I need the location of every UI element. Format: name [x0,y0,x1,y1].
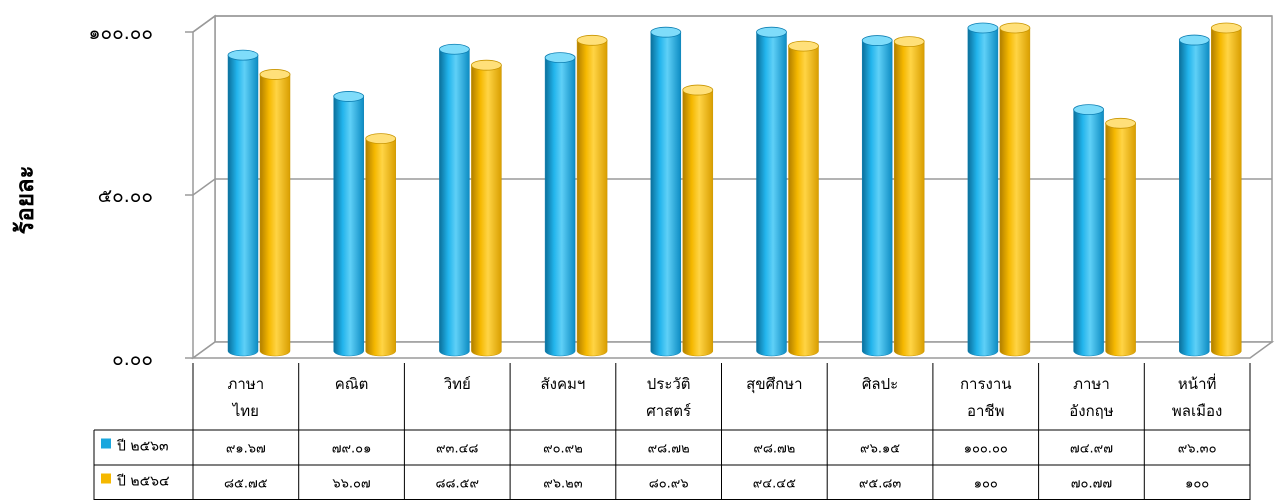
bar-series2-4 [576,34,608,357]
bar-series1-1 [227,49,259,357]
bar-series2-8 [999,22,1031,357]
bar-series2-9 [1105,117,1136,357]
bar-series1-6 [756,26,787,357]
bar-series1-9 [1073,104,1104,357]
legend-swatch-series1 [101,438,111,449]
data-label: ๙๖.๒๓ [543,477,582,492]
data-label: ๙๑.๖๗ [226,442,266,457]
data-label: ๙๕.๘๓ [859,477,902,492]
data-label: ๑๐๐ [1185,477,1209,492]
data-label: ๖๖.๐๗ [332,477,370,492]
bar-series1-3 [438,43,470,357]
x-tick-label: ภาษา [228,375,265,393]
y-tick-label: ๐.๐๐ [112,348,153,370]
legend-label-series2: ปี ๒๕๖๔ [117,474,170,490]
data-label: ๙๔.๔๕ [753,477,796,492]
x-tick-label: คณิต [335,375,369,393]
x-tick-label: สุขศึกษา [746,375,802,394]
x-tick-label: หน้าที่ [1178,373,1216,393]
data-label: ๘๘.๕๙ [435,477,479,492]
bar-series2-6 [788,40,819,357]
data-label: ๗๔.๙๗ [1070,442,1113,457]
x-tick-label: อังกฤษ [1069,402,1113,420]
x-tick-label: สังคมฯ [541,375,586,393]
bar-series1-2 [333,91,365,357]
data-label: ๙๐.๙๒ [543,442,583,457]
data-label: ๘๐.๙๖ [649,477,689,492]
x-tick-label: ศาสตร์ [646,402,691,420]
x-tick-label: อาชีพ [967,402,1005,420]
bar-series1-5 [650,26,682,357]
bar-series1-7 [861,35,893,357]
y-tick-label: ๕๐.๐๐ [98,185,153,207]
data-label: ๗๐.๗๗ [1071,477,1112,492]
y-tick-label: ๑๐๐.๐๐ [89,22,154,44]
x-tick-label: ศิลปะ [862,375,898,393]
data-label: ๙๖.๑๕ [860,442,900,457]
bar-series1-10 [1178,34,1210,357]
data-label: ๙๖.๓๐ [1178,442,1217,457]
x-tick-label: พลเมือง [1172,402,1222,420]
bar-series1-4 [544,52,576,357]
bar-series1-8 [967,22,999,357]
x-tick-label: การงาน [960,375,1012,393]
y-axis-label: ร้อยละ [11,166,39,235]
bar-series2-1 [259,69,291,357]
x-tick-label: ไทย [232,402,259,420]
bar-series2-7 [893,36,925,357]
x-tick-label: วิทย์ [443,375,471,393]
x-tick-label: ภาษา [1073,375,1110,393]
bar-series2-2 [365,133,397,357]
data-label: ๑๐๐ [974,477,998,492]
bar-series2-10 [1210,22,1242,357]
legend-swatch-series2 [101,473,111,484]
data-label: ๘๕.๗๕ [224,477,268,492]
bar-series2-5 [682,84,714,357]
data-label: ๙๘.๗๒ [648,442,690,457]
gridline [192,15,1272,33]
data-label: ๙๘.๗๒ [753,442,795,457]
data-label: ๙๓.๔๘ [436,442,478,457]
data-label: ๗๙.๐๑ [332,442,372,457]
legend-label-series1: ปี ๒๕๖๓ [117,439,169,455]
data-label: ๑๐๐.๐๐ [964,442,1008,457]
bars-layer [227,22,1242,357]
bar-series2-3 [470,59,502,357]
x-tick-label: ประวัติ [647,375,691,393]
